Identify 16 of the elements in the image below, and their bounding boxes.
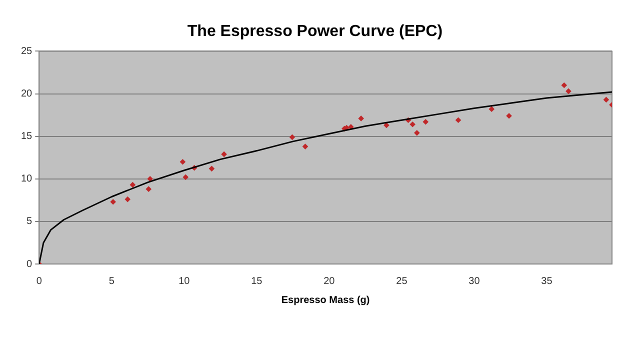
y-tick-label: 15: [21, 131, 33, 142]
x-tick-label: 35: [541, 276, 553, 287]
x-tick-label: 10: [178, 276, 190, 287]
x-tick-label: 15: [251, 276, 263, 287]
x-tick-label: 0: [36, 276, 42, 287]
y-tick-label: 20: [21, 88, 33, 100]
x-tick-label: 5: [108, 276, 115, 287]
chart-title: The Espresso Power Curve (EPC): [187, 23, 443, 40]
x-tick-label: 20: [324, 276, 336, 287]
y-tick-label: 5: [26, 216, 33, 228]
y-tick-label: 25: [21, 46, 33, 57]
x-axis-title: Espresso Mass (g): [281, 294, 370, 306]
y-tick-label: 10: [21, 174, 33, 185]
x-tick-label: 30: [468, 276, 480, 287]
y-tick-label: 0: [26, 258, 33, 270]
x-tick-label: 25: [396, 276, 408, 287]
